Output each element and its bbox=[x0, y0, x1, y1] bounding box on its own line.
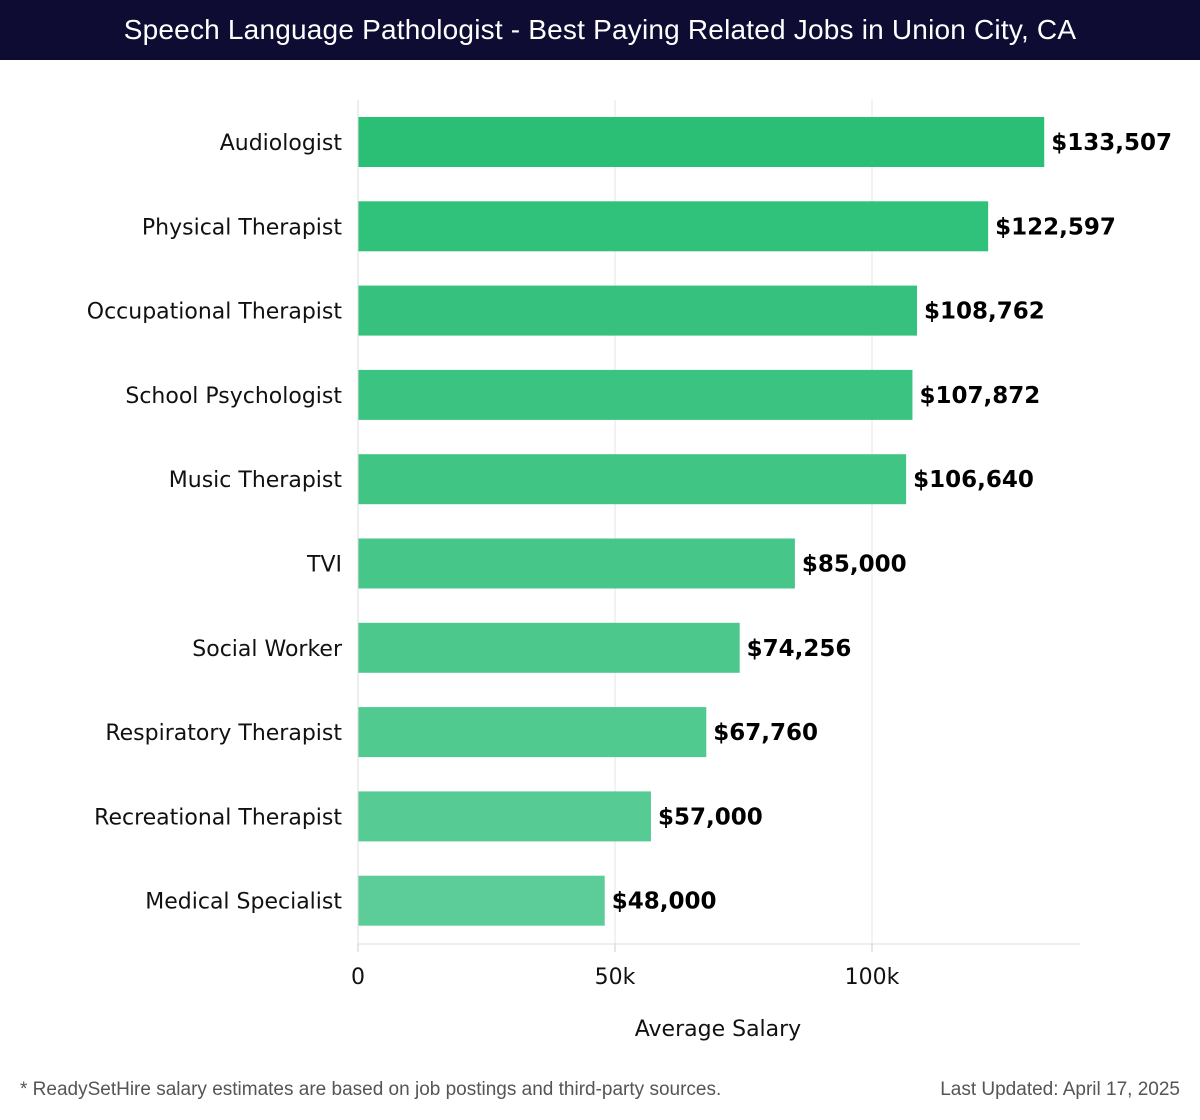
category-label: Physical Therapist bbox=[142, 215, 342, 240]
bars: Audiologist $133,507 Physical Therapist $12… bbox=[87, 117, 1172, 926]
value-label: $57,000 bbox=[658, 804, 763, 830]
value-label: $74,256 bbox=[747, 636, 852, 662]
category-label: TVI bbox=[306, 553, 342, 578]
footer-updated: Last Updated: April 17, 2025 bbox=[940, 1079, 1180, 1100]
bar bbox=[358, 707, 707, 758]
x-tick-label: 0 bbox=[351, 965, 365, 990]
category-label: Medical Specialist bbox=[145, 890, 342, 915]
x-axis-title: Average Salary bbox=[635, 1017, 801, 1042]
bar bbox=[358, 622, 740, 673]
category-label: Occupational Therapist bbox=[87, 300, 343, 325]
chart-title: Speech Language Pathologist - Best Payin… bbox=[123, 14, 1077, 45]
value-label: $106,640 bbox=[913, 467, 1034, 493]
value-label: $133,507 bbox=[1051, 130, 1172, 156]
bar bbox=[358, 117, 1045, 167]
category-label: Respiratory Therapist bbox=[105, 721, 342, 746]
bar bbox=[358, 454, 907, 505]
bar bbox=[358, 285, 918, 336]
value-label: $48,000 bbox=[612, 889, 717, 915]
bar bbox=[358, 369, 913, 420]
value-label: $107,872 bbox=[919, 383, 1040, 409]
axes: 0 50k 100k bbox=[351, 100, 1080, 990]
category-label: School Psychologist bbox=[125, 384, 342, 409]
category-label: Music Therapist bbox=[169, 468, 343, 493]
category-label: Audiologist bbox=[220, 131, 343, 156]
bar bbox=[358, 201, 989, 252]
value-label: $67,760 bbox=[713, 720, 818, 746]
category-label: Social Worker bbox=[192, 637, 343, 662]
bar bbox=[358, 538, 795, 589]
footer-note: * ReadySetHire salary estimates are base… bbox=[20, 1079, 722, 1100]
value-label: $85,000 bbox=[802, 552, 907, 578]
x-tick-label: 50k bbox=[595, 965, 636, 990]
value-label: $122,597 bbox=[995, 214, 1116, 240]
bar bbox=[358, 791, 651, 842]
bar bbox=[358, 875, 605, 926]
title-bar: Speech Language Pathologist - Best Payin… bbox=[0, 0, 1200, 60]
x-tick-label: 100k bbox=[845, 965, 900, 990]
category-label: Recreational Therapist bbox=[94, 805, 342, 830]
value-label: $108,762 bbox=[924, 299, 1045, 325]
